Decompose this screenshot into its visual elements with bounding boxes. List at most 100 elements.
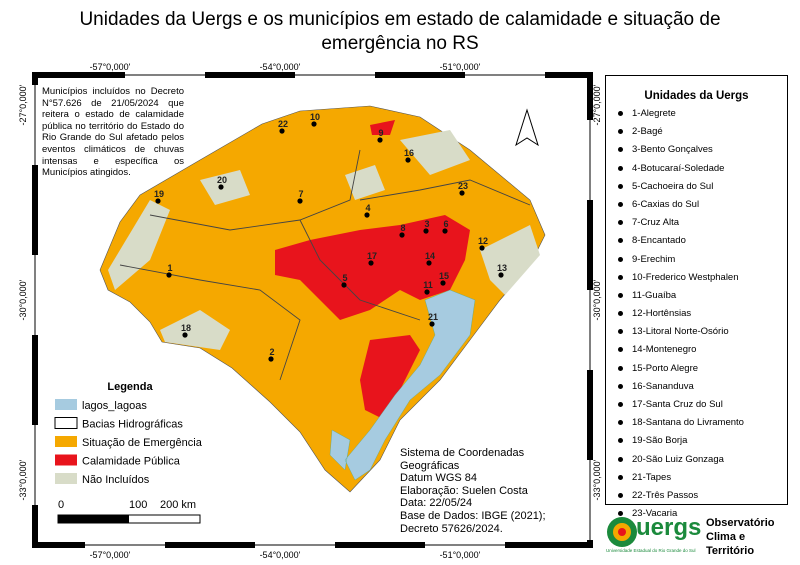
unit-number: 11 (423, 280, 433, 290)
unit-dot (459, 190, 465, 196)
scale-label: 100 (129, 499, 147, 511)
unit-item: 12-Hortênsias (606, 308, 787, 326)
unit-item: 14-Montenegro (606, 344, 787, 362)
info-line: Geográficas (400, 459, 460, 472)
info-line: Data: 22/05/24 (400, 497, 473, 510)
unit-item: 4-Botucaraí-Soledade (606, 163, 787, 181)
unit-item: 20-São Luiz Gonzaga (606, 454, 787, 472)
unit-number: 6 (443, 219, 448, 229)
legend-label: Calamidade Pública (82, 456, 181, 468)
unit-dot (155, 198, 161, 204)
unit-dot (364, 212, 370, 218)
unit-dot (377, 137, 383, 143)
unit-dot (424, 289, 430, 295)
unit-dot (166, 272, 172, 278)
legend-swatch (55, 454, 77, 466)
logo-lines: Observatório Clima e Território (706, 516, 774, 558)
unit-dot (405, 157, 411, 163)
legend: Legenda lagos_lagoas Bacias Hidrográficas S… (54, 381, 203, 486)
unit-dot (399, 232, 405, 238)
top-coord: -51°0,000' (440, 62, 481, 72)
right-coord: -27°0,000' (592, 84, 602, 125)
unit-number: 23 (458, 181, 468, 191)
unit-number: 5 (342, 273, 347, 283)
unit-dot (341, 282, 347, 288)
unit-dot (311, 121, 317, 127)
bottom-coord: -51°0,000' (440, 550, 481, 560)
legend-label: Não Incluídos (82, 474, 150, 486)
bottom-coord: -54°0,000' (260, 550, 301, 560)
unit-item: 3-Bento Gonçalves (606, 144, 787, 162)
unit-item: 5-Cachoeira do Sul (606, 181, 787, 199)
unit-number: 21 (428, 312, 438, 322)
bottom-coord: -57°0,000' (90, 550, 131, 560)
title: Unidades da Uergs e os municípios em est… (79, 9, 721, 54)
logo-brand: uergs (636, 514, 702, 541)
unit-item: 8-Encantado (606, 235, 787, 253)
legend-swatch (55, 473, 77, 484)
unit-item: 15-Porto Alegre (606, 363, 787, 381)
unit-dot (498, 272, 504, 278)
unit-item: 19-São Borja (606, 435, 787, 453)
note: Municípios incluídos no Decreto N°57.626… (42, 86, 184, 179)
basins (119, 149, 531, 381)
unit-number: 18 (181, 323, 191, 333)
left-coord: -33°0,000' (18, 459, 28, 500)
unit-item: 21-Tapes (606, 472, 787, 490)
frame-inner (34, 74, 591, 546)
legend-title: Legenda (107, 381, 153, 393)
scale-bar-fill (58, 515, 129, 523)
info-line: Datum WGS 84 (400, 472, 478, 485)
unit-number: 9 (378, 128, 383, 138)
unit-number: 20 (217, 175, 227, 185)
info: Sistema de Coordenadas Geográficas Datum W… (400, 447, 546, 535)
unit-number: 12 (478, 236, 488, 246)
left-coord: -30°0,000' (18, 279, 28, 320)
legend-label: Bacias Hidrográficas (82, 419, 183, 431)
scale-label: 200 km (160, 499, 196, 511)
unit-number: 4 (365, 203, 370, 213)
info-line: Decreto 57626/2024. (400, 522, 503, 535)
unit-item: 22-Três Passos (606, 490, 787, 508)
info-line: Base de Dados: IBGE (2021); (400, 509, 546, 522)
logo-mark-core (618, 528, 626, 536)
top-coord: -57°0,000' (90, 62, 131, 72)
unit-dot (218, 184, 224, 190)
info-line: Elaboração: Suelen Costa (400, 484, 528, 497)
unit-number: 3 (424, 219, 429, 229)
legend-swatch (55, 399, 77, 410)
unit-dot (479, 245, 485, 251)
legend-swatch (54, 417, 78, 429)
unit-number: 10 (310, 112, 320, 122)
units-panel: Unidades da Uergs 1-Alegrete 2-Bagé 3-Bento… (605, 75, 788, 519)
unit-number: 13 (497, 263, 507, 273)
unit-item: 2-Bagé (606, 126, 787, 144)
unit-item: 17-Santa Cruz do Sul (606, 399, 787, 417)
unit-number: 17 (367, 251, 377, 261)
unit-dot (268, 356, 274, 362)
unit-number: 1 (167, 263, 172, 273)
unit-item: 1-Alegrete (606, 108, 787, 126)
scale-label: 0 (58, 499, 64, 511)
legend-swatch (55, 436, 77, 447)
left-coord: -27°0,000' (18, 84, 28, 125)
unit-item: 18-Santana do Livramento (606, 417, 787, 435)
unit-dot (279, 128, 285, 134)
unit-dot (423, 228, 429, 234)
unit-number: 19 (154, 189, 164, 199)
unit-dot (426, 260, 432, 266)
unit-item: 7-Cruz Alta (606, 217, 787, 235)
unit-number: 14 (425, 251, 435, 261)
unit-dot (440, 280, 446, 286)
right-coord: -30°0,000' (592, 279, 602, 320)
top-coord: -54°0,000' (260, 62, 301, 72)
unit-number: 8 (400, 223, 405, 233)
info-line: Sistema de Coordenadas (400, 447, 525, 459)
unit-item: 11-Guaíba (606, 290, 787, 308)
unit-number: 7 (298, 189, 303, 199)
logo-line: Território (706, 545, 755, 557)
unit-dot (297, 198, 303, 204)
unit-dot (442, 228, 448, 234)
north-arrow (515, 108, 539, 147)
